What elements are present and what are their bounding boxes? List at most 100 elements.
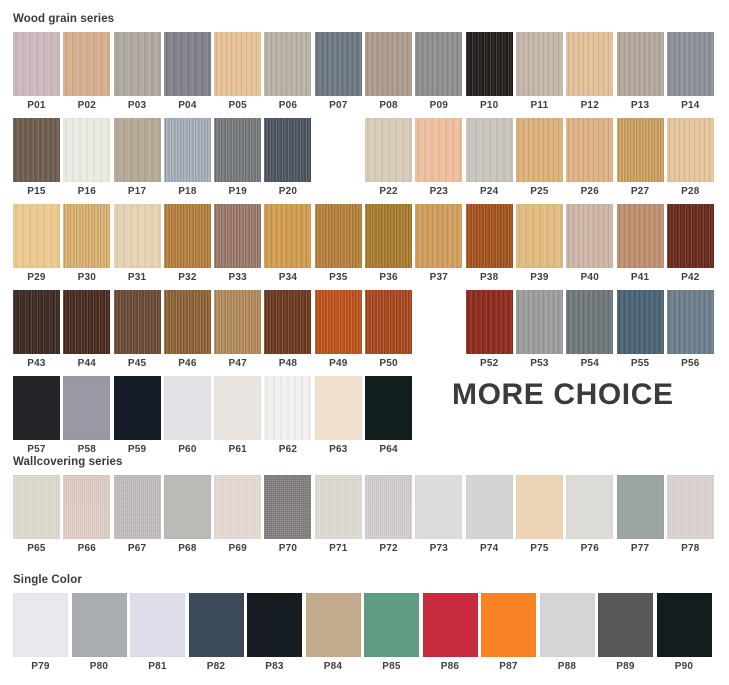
swatch-chip[interactable]: [13, 290, 60, 354]
swatch-chip[interactable]: [616, 290, 664, 354]
swatch-cell[interactable]: P53: [515, 290, 563, 376]
swatch-chip[interactable]: [71, 593, 127, 657]
swatch-cell[interactable]: P13: [616, 32, 664, 118]
swatch-chip[interactable]: [666, 118, 714, 182]
swatch-chip[interactable]: [13, 376, 60, 440]
swatch-chip[interactable]: [130, 593, 185, 657]
swatch-cell[interactable]: P07: [314, 32, 362, 118]
swatch-chip[interactable]: [314, 204, 362, 268]
swatch-cell[interactable]: P47: [214, 290, 262, 376]
swatch-cell[interactable]: P27: [616, 118, 664, 204]
swatch-cell[interactable]: P62: [264, 376, 312, 462]
swatch-chip[interactable]: [188, 593, 244, 657]
swatch-cell[interactable]: P64: [365, 376, 413, 462]
swatch-chip[interactable]: [13, 32, 60, 96]
swatch-chip[interactable]: [539, 593, 595, 657]
swatch-cell[interactable]: P26: [566, 118, 614, 204]
swatch-cell[interactable]: P30: [63, 204, 111, 290]
swatch-chip[interactable]: [515, 118, 563, 182]
swatch-chip[interactable]: [264, 290, 312, 354]
swatch-cell[interactable]: P16: [63, 118, 111, 204]
swatch-chip[interactable]: [264, 118, 312, 182]
swatch-cell[interactable]: P22: [365, 118, 413, 204]
swatch-chip[interactable]: [314, 376, 362, 440]
swatch-cell[interactable]: P05: [214, 32, 262, 118]
swatch-cell[interactable]: P09: [415, 32, 463, 118]
swatch-cell[interactable]: P82: [188, 593, 244, 679]
swatch-chip[interactable]: [264, 32, 312, 96]
swatch-chip[interactable]: [163, 290, 211, 354]
swatch-chip[interactable]: [415, 118, 463, 182]
swatch-chip[interactable]: [113, 376, 161, 440]
swatch-chip[interactable]: [481, 593, 536, 657]
swatch-cell[interactable]: P31: [113, 204, 161, 290]
swatch-chip[interactable]: [214, 376, 262, 440]
swatch-cell[interactable]: P87: [481, 593, 536, 679]
swatch-cell[interactable]: P08: [365, 32, 413, 118]
swatch-cell[interactable]: P42: [666, 204, 714, 290]
swatch-cell[interactable]: P17: [113, 118, 161, 204]
swatch-chip[interactable]: [264, 376, 312, 440]
swatch-cell[interactable]: P56: [666, 290, 714, 376]
swatch-cell[interactable]: P65: [13, 475, 60, 561]
swatch-cell[interactable]: P46: [163, 290, 211, 376]
swatch-chip[interactable]: [515, 290, 563, 354]
swatch-cell[interactable]: P85: [364, 593, 419, 679]
swatch-cell[interactable]: P24: [465, 118, 513, 204]
swatch-cell[interactable]: P25: [515, 118, 563, 204]
swatch-cell[interactable]: P29: [13, 204, 60, 290]
swatch-chip[interactable]: [364, 593, 419, 657]
swatch-chip[interactable]: [666, 204, 714, 268]
swatch-cell[interactable]: P55: [616, 290, 664, 376]
swatch-chip[interactable]: [163, 376, 211, 440]
swatch-chip[interactable]: [465, 290, 513, 354]
swatch-cell[interactable]: P48: [264, 290, 312, 376]
swatch-chip[interactable]: [63, 376, 111, 440]
swatch-chip[interactable]: [214, 290, 262, 354]
swatch-cell[interactable]: P37: [415, 204, 463, 290]
swatch-cell[interactable]: P35: [314, 204, 362, 290]
swatch-cell[interactable]: P90: [656, 593, 712, 679]
swatch-cell[interactable]: P77: [616, 475, 664, 561]
swatch-cell[interactable]: P66: [63, 475, 111, 561]
swatch-cell[interactable]: P68: [163, 475, 211, 561]
swatch-chip[interactable]: [566, 204, 614, 268]
swatch-chip[interactable]: [113, 475, 161, 539]
swatch-cell[interactable]: P52: [465, 290, 513, 376]
swatch-cell[interactable]: P88: [539, 593, 595, 679]
swatch-chip[interactable]: [566, 32, 614, 96]
swatch-cell[interactable]: P76: [566, 475, 614, 561]
swatch-cell[interactable]: P70: [264, 475, 312, 561]
swatch-chip[interactable]: [63, 475, 111, 539]
swatch-cell[interactable]: P57: [13, 376, 60, 462]
swatch-chip[interactable]: [113, 32, 161, 96]
swatch-cell[interactable]: P14: [666, 32, 714, 118]
swatch-cell[interactable]: P45: [113, 290, 161, 376]
swatch-cell[interactable]: P58: [63, 376, 111, 462]
swatch-chip[interactable]: [214, 204, 262, 268]
swatch-cell[interactable]: P43: [13, 290, 60, 376]
swatch-chip[interactable]: [422, 593, 478, 657]
swatch-chip[interactable]: [63, 204, 111, 268]
swatch-chip[interactable]: [616, 204, 664, 268]
swatch-chip[interactable]: [63, 290, 111, 354]
swatch-chip[interactable]: [415, 32, 463, 96]
swatch-cell[interactable]: P06: [264, 32, 312, 118]
swatch-cell[interactable]: P60: [163, 376, 211, 462]
swatch-chip[interactable]: [264, 475, 312, 539]
swatch-cell[interactable]: P50: [365, 290, 413, 376]
swatch-chip[interactable]: [566, 118, 614, 182]
swatch-cell[interactable]: P15: [13, 118, 60, 204]
swatch-cell[interactable]: P73: [415, 475, 463, 561]
swatch-chip[interactable]: [666, 475, 714, 539]
swatch-chip[interactable]: [13, 475, 60, 539]
swatch-chip[interactable]: [13, 118, 60, 182]
swatch-cell[interactable]: P40: [566, 204, 614, 290]
swatch-cell[interactable]: P78: [666, 475, 714, 561]
swatch-cell[interactable]: P19: [214, 118, 262, 204]
swatch-chip[interactable]: [365, 118, 413, 182]
swatch-chip[interactable]: [515, 204, 563, 268]
swatch-chip[interactable]: [163, 475, 211, 539]
swatch-chip[interactable]: [415, 204, 463, 268]
swatch-chip[interactable]: [63, 32, 111, 96]
